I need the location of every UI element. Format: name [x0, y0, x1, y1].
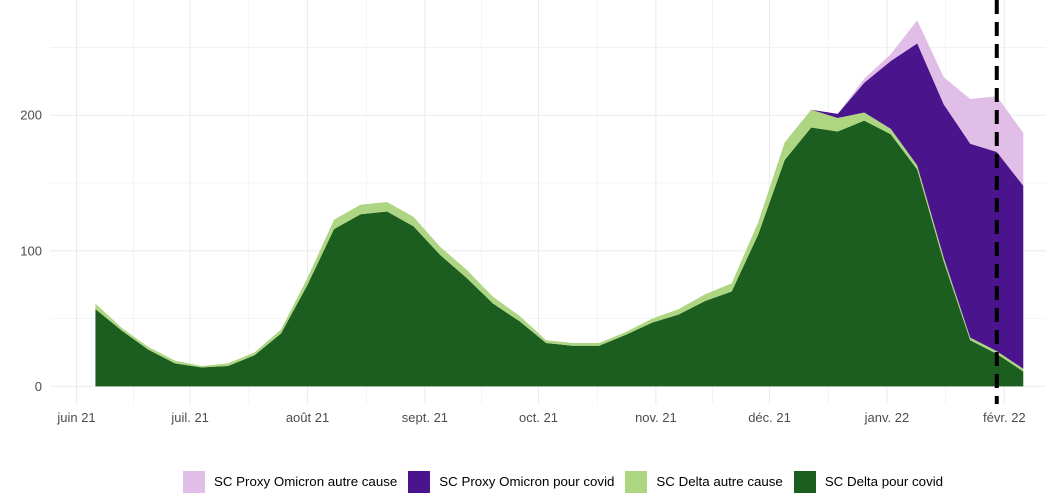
y-tick-label-100: 100	[20, 243, 42, 258]
legend-label-sc-delta-autre-cause: SC Delta autre cause	[656, 474, 783, 489]
x-tick-label-7: janv. 22	[864, 410, 910, 425]
legend-label-sc-proxy-omicron-autre-cause: SC Proxy Omicron autre cause	[214, 474, 398, 489]
legend-item-sc-proxy-omicron-autre-cause: SC Proxy Omicron autre cause	[183, 470, 398, 493]
legend: SC Proxy Omicron autre cause SC Proxy Omi…	[183, 470, 954, 493]
stacked-area-chart: 0 100 200 juin 21 juil. 21 août 21 sept. 21 oc…	[20, 0, 1046, 425]
legend-swatch-sc-proxy-omicron-autre-cause	[183, 470, 205, 493]
legend-swatch-sc-proxy-omicron-pour-covid	[408, 470, 431, 493]
x-tick-label-2: août 21	[286, 410, 329, 425]
legend-swatch-sc-delta-autre-cause	[625, 470, 648, 493]
y-tick-label-200: 200	[20, 108, 42, 123]
x-tick-label-4: oct. 21	[519, 410, 558, 425]
area-sc-proxy-omicron-pour-covid	[95, 43, 1024, 369]
area-sc-delta-pour-covid	[95, 120, 1024, 387]
y-tick-label-0: 0	[35, 379, 42, 394]
legend-item-sc-delta-pour-covid: SC Delta pour covid	[793, 470, 944, 493]
x-tick-label-6: déc. 21	[748, 410, 791, 425]
legend-label-sc-proxy-omicron-pour-covid: SC Proxy Omicron pour covid	[439, 474, 615, 489]
legend-item-sc-delta-autre-cause: SC Delta autre cause	[625, 470, 783, 493]
x-tick-label-8: févr. 22	[983, 410, 1026, 425]
legend-label-sc-delta-pour-covid: SC Delta pour covid	[824, 474, 944, 489]
x-tick-label-5: nov. 21	[635, 410, 677, 425]
x-tick-label-1: juil. 21	[170, 410, 209, 425]
y-axis-tick-labels: 0 100 200	[20, 108, 42, 394]
area-sc-proxy-omicron-autre-cause	[95, 20, 1024, 367]
legend-item-sc-proxy-omicron-pour-covid: SC Proxy Omicron pour covid	[408, 470, 615, 493]
x-tick-label-3: sept. 21	[402, 410, 448, 425]
area-layers	[95, 20, 1024, 387]
legend-swatch-sc-delta-pour-covid	[793, 470, 816, 493]
x-tick-label-0: juin 21	[56, 410, 95, 425]
x-axis-tick-labels: juin 21 juil. 21 août 21 sept. 21 oct. 21 nov…	[56, 410, 1025, 425]
